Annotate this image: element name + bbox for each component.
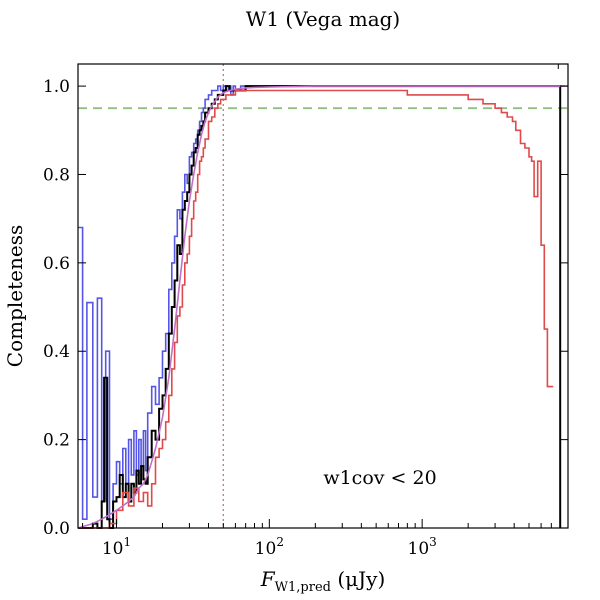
x-axis-title-sub: W1,pred [275,580,331,595]
x-tick-label: 101 [102,535,131,559]
series-line-2 [78,89,554,529]
annotation-text: w1cov < 20 [323,467,436,489]
plot-background [78,64,568,528]
x-axis-title-unit: (μJy) [331,567,385,591]
y-tick-label: 0.0 [43,519,70,539]
top-axis-title: W1 (Vega mag) [246,7,400,31]
y-tick-label: 0.2 [43,431,70,451]
y-axis-title: Completeness [3,225,27,367]
y-tick-label: 1.0 [43,77,70,97]
x-axis-title: FW1,pred (μJy) [260,567,386,595]
x-tick-label: 102 [255,535,284,559]
y-tick-label: 0.6 [43,254,70,274]
y-tick-label: 0.4 [43,342,70,362]
series-line-3 [77,85,568,529]
x-tick-label: 103 [408,535,437,559]
plot-frame [77,63,569,529]
y-tick-label: 0.8 [43,165,70,185]
series-line-1 [78,85,562,529]
x-axis-title-main: F [260,567,276,591]
